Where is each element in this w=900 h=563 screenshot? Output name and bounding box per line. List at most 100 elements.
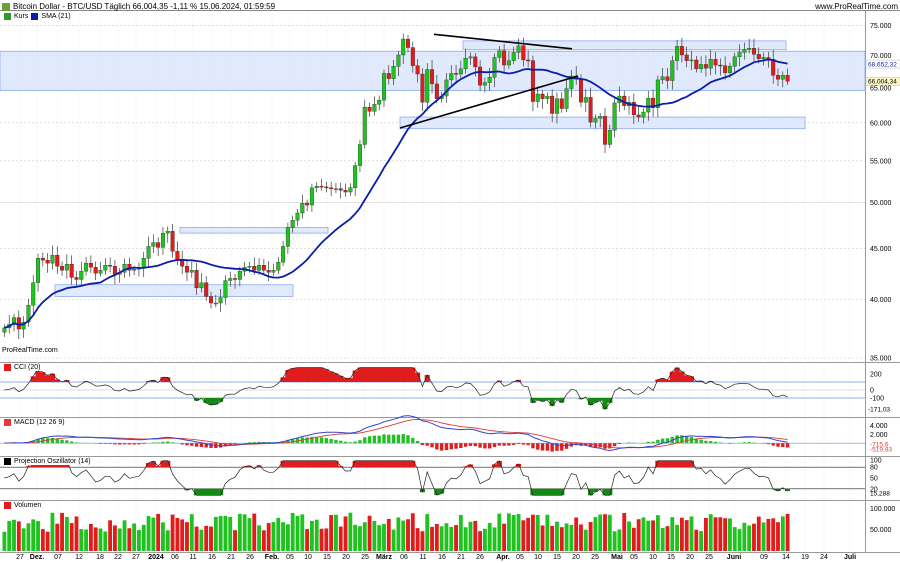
volume-bar: [16, 521, 21, 551]
candle-body: [723, 65, 728, 73]
candle-body: [564, 88, 569, 109]
x-tick-label: 16: [208, 554, 216, 561]
candle-body: [737, 52, 742, 57]
volume-bar: [607, 514, 612, 551]
volume-bar: [228, 516, 233, 551]
candle-body: [16, 317, 21, 330]
candle-body: [535, 93, 540, 102]
price-tick-label: 35.000: [870, 356, 892, 363]
volume-bar: [218, 516, 223, 551]
candle-body: [271, 270, 276, 273]
volume-bar: [40, 529, 45, 551]
x-tick-label: 26: [476, 554, 484, 561]
volume-bar: [314, 519, 319, 551]
volume-bar: [415, 528, 420, 551]
candle-body: [98, 270, 103, 274]
volume-bar: [45, 531, 50, 551]
volume-bar: [213, 516, 218, 551]
volume-bar: [516, 513, 521, 551]
candle-body: [338, 188, 343, 191]
volume-bar: [631, 527, 636, 551]
volume-bar: [103, 531, 108, 551]
sma-label[interactable]: SMA (21): [41, 13, 71, 20]
site-name[interactable]: www.ProRealTime.com: [815, 2, 898, 11]
candle-body: [694, 59, 699, 70]
candle-body: [458, 68, 463, 75]
x-tick-label: 10: [304, 554, 312, 561]
volume-bar: [209, 526, 213, 551]
volume-bar: [708, 514, 713, 551]
price-tick-label: 45.000: [870, 246, 892, 253]
volume-bar: [151, 517, 156, 551]
candle-body: [540, 93, 545, 99]
candle-body: [108, 265, 113, 267]
volume-bar: [564, 523, 569, 551]
candle-body: [550, 95, 555, 114]
volume-bar: [478, 531, 483, 551]
volume-bar: [377, 525, 382, 551]
candle-body: [64, 263, 69, 271]
candle-body: [651, 97, 656, 108]
candle-body: [598, 116, 603, 119]
candle-body: [751, 48, 756, 55]
proj-legend: Projection Oszillator (14): [2, 458, 93, 465]
candle-body: [679, 46, 684, 56]
cci-last-value: -171,03: [868, 407, 890, 414]
candle-body: [281, 246, 286, 263]
candle-body: [506, 60, 511, 66]
volume-bar: [204, 525, 209, 551]
candle-body: [189, 270, 194, 273]
candle-body: [21, 321, 26, 330]
volume-bar: [785, 513, 790, 551]
volume-bar: [247, 518, 252, 551]
candle-body: [329, 187, 334, 189]
volume-bar: [694, 529, 699, 551]
candle-body: [93, 267, 98, 274]
candle-body: [641, 111, 646, 118]
candle-body: [684, 54, 689, 61]
candle-body: [771, 59, 776, 76]
volume-bar: [761, 522, 766, 551]
candle-body: [420, 73, 425, 103]
proj-label[interactable]: Projection Oszillator (14): [14, 458, 91, 465]
candle-body: [367, 106, 372, 112]
volume-tick-label: 50.000: [870, 527, 892, 534]
volume-bar: [497, 513, 502, 551]
proj-tick-label: 80: [870, 465, 878, 472]
cci-label[interactable]: CCI (20): [14, 364, 41, 371]
sr-zone: [54, 284, 294, 297]
x-tick-label: Juni: [727, 554, 741, 561]
candle-body: [348, 187, 353, 193]
x-tick-label: 15: [667, 554, 675, 561]
volume-bar: [185, 522, 189, 551]
candle-body: [377, 100, 382, 105]
candle-body: [213, 302, 218, 305]
candle-body: [593, 118, 598, 123]
candle-body: [223, 280, 228, 298]
vol-label[interactable]: Volumen: [14, 502, 42, 509]
volume-bar: [93, 527, 98, 551]
volume-bar: [309, 520, 314, 551]
volume-bar: [276, 517, 281, 551]
volume-bar: [266, 523, 271, 551]
candle-body: [12, 317, 16, 325]
candle-body: [60, 266, 65, 271]
candle-body: [444, 79, 449, 97]
volume-bar: [391, 529, 396, 551]
price-tick-label: 60.000: [870, 120, 892, 127]
candle-body: [88, 262, 93, 268]
candle-body: [454, 73, 459, 75]
macd-label[interactable]: MACD (12 26 9): [14, 419, 65, 426]
candle-body: [603, 116, 607, 145]
x-tick-label: 11: [419, 554, 426, 561]
candle-body: [233, 278, 238, 280]
volume-bar: [655, 515, 660, 551]
candle-body: [266, 270, 271, 273]
candle-body: [285, 227, 290, 247]
volume-bar: [362, 522, 367, 551]
kurs-label[interactable]: Kurs: [14, 13, 29, 20]
volume-bar: [406, 519, 410, 551]
macd-last-value: -715,6: [870, 441, 889, 448]
volume-bar: [492, 527, 497, 551]
